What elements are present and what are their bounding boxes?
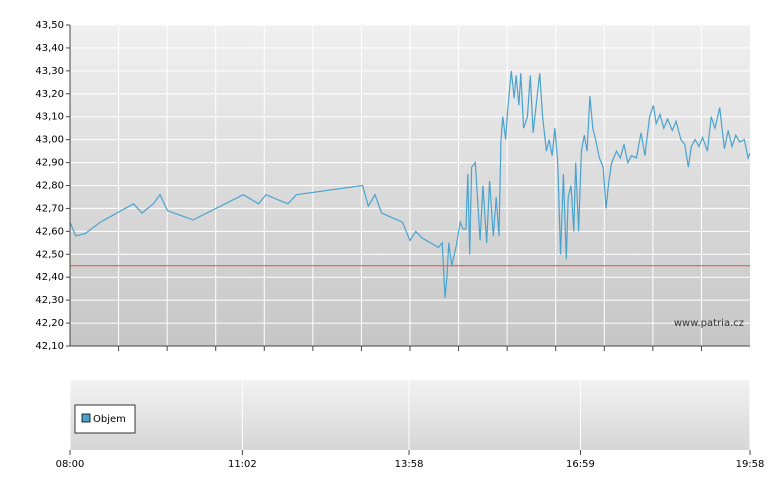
y-tick-label: 43,50: [35, 20, 64, 31]
y-tick-label: 43,20: [35, 89, 64, 100]
y-tick-label: 42,60: [35, 226, 64, 237]
watermark: www.patria.cz: [674, 318, 744, 329]
y-tick-label: 43,00: [35, 135, 64, 146]
x-tick-label: 16:59: [566, 459, 595, 470]
x-tick-label: 08:00: [56, 459, 85, 470]
chart-layer: 42,10 42,20 42,30 42,40 42,50 42,60 42,70 42,80…: [35, 20, 764, 470]
y-tick-label: 43,40: [35, 43, 64, 54]
legend-swatch: [81, 413, 91, 423]
y-tick-label: 42,80: [35, 181, 64, 192]
y-tick-label: 42,50: [35, 249, 64, 260]
y-tick-label: 42,90: [35, 158, 64, 169]
volume-area: [70, 380, 750, 450]
legend-box: [74, 404, 136, 434]
y-tick-label: 42,70: [35, 203, 64, 214]
y-tick-label: 42,20: [35, 318, 64, 329]
x-tick-label: 13:58: [395, 459, 424, 470]
y-tick-label: 42,40: [35, 272, 64, 283]
x-tick-label: 11:02: [228, 459, 257, 470]
y-tick-label: 43,30: [35, 66, 64, 77]
y-tick-label: 42,30: [35, 295, 64, 306]
price-line: [69, 70, 751, 298]
legend-label: Objem: [93, 414, 126, 425]
y-tick-label: 43,10: [35, 112, 64, 123]
y-tick-label: 42,10: [35, 341, 64, 352]
x-tick-label: 19:58: [736, 459, 765, 470]
